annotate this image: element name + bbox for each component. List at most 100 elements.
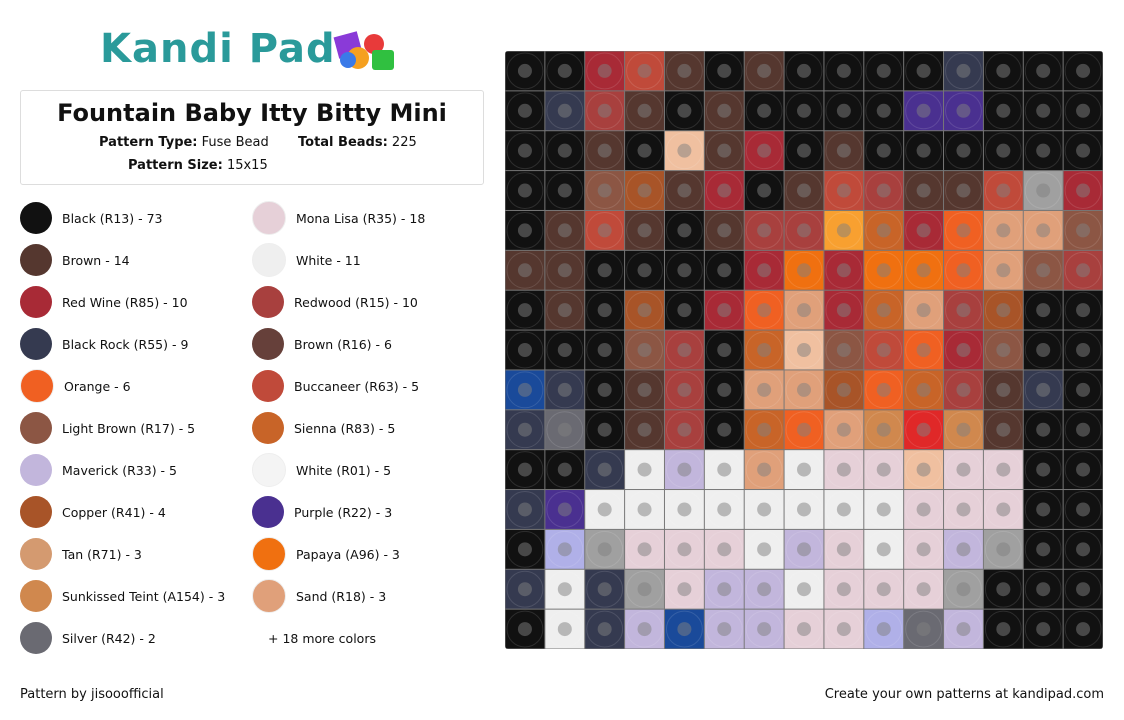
bead-hole bbox=[757, 263, 772, 278]
bead-hole bbox=[916, 223, 931, 238]
bead-hole bbox=[705, 211, 743, 249]
bead-hole bbox=[1024, 570, 1062, 608]
bead-hole bbox=[905, 411, 943, 449]
bead-hole bbox=[825, 172, 863, 209]
bead-hole bbox=[825, 331, 863, 369]
swatch bbox=[252, 370, 284, 402]
bead-hole bbox=[745, 570, 783, 608]
legend-label: Sand (R18) - 3 bbox=[296, 588, 387, 604]
swatch bbox=[20, 286, 52, 318]
bead-hole bbox=[757, 223, 772, 238]
bead-hole bbox=[626, 411, 663, 449]
bead-hole bbox=[1076, 183, 1091, 198]
bead-hole bbox=[517, 382, 532, 397]
legend-item: White - 11 bbox=[252, 243, 361, 277]
bead-hole bbox=[597, 343, 612, 357]
bead-hole bbox=[677, 343, 692, 357]
bead-hole bbox=[836, 382, 851, 397]
bead-hole bbox=[506, 52, 544, 90]
bead-hole bbox=[586, 530, 624, 568]
legend-label: Tan (R71) - 3 bbox=[62, 546, 142, 562]
bead-hole bbox=[916, 502, 931, 517]
bead-hole bbox=[905, 610, 943, 648]
bead-hole bbox=[916, 183, 931, 198]
bead-hole bbox=[637, 382, 652, 397]
bead-hole bbox=[506, 331, 544, 369]
bead-hole bbox=[905, 92, 943, 130]
bead-hole bbox=[517, 622, 532, 637]
bead-hole bbox=[637, 343, 652, 357]
bead-hole bbox=[797, 263, 811, 278]
bead-hole bbox=[677, 462, 692, 477]
bead-hole bbox=[546, 331, 584, 369]
bead-hole bbox=[517, 63, 532, 78]
bead-hole bbox=[626, 52, 663, 90]
swatch bbox=[20, 496, 52, 528]
logo-icon bbox=[333, 31, 394, 70]
bead-hole bbox=[1064, 172, 1102, 209]
bead-hole bbox=[876, 343, 891, 357]
bead-hole bbox=[1064, 331, 1102, 369]
bead-hole bbox=[665, 491, 703, 528]
bead-hole bbox=[785, 610, 823, 648]
bead-hole bbox=[945, 251, 982, 289]
legend-label: Red Wine (R85) - 10 bbox=[62, 294, 188, 310]
bead-hole bbox=[506, 610, 544, 648]
bead-hole bbox=[1064, 132, 1102, 170]
bead-hole bbox=[905, 211, 943, 249]
bead-hole bbox=[546, 52, 584, 90]
bead-hole bbox=[557, 422, 572, 437]
bead-hole bbox=[825, 211, 863, 249]
bead-hole bbox=[717, 502, 732, 517]
legend-label: Buccaneer (R63) - 5 bbox=[294, 378, 420, 394]
bead-hole bbox=[705, 172, 743, 209]
bead-hole bbox=[797, 542, 811, 557]
bead-hole bbox=[905, 530, 943, 568]
bead-hole bbox=[1036, 542, 1051, 557]
bead-hole bbox=[996, 622, 1011, 637]
bead-hole bbox=[506, 411, 544, 449]
bead-hole bbox=[586, 291, 624, 329]
bead-hole bbox=[757, 143, 772, 158]
bead-hole bbox=[785, 451, 823, 489]
bead-grid bbox=[505, 51, 1103, 649]
bead-hole bbox=[705, 52, 743, 90]
value: 15x15 bbox=[226, 158, 268, 173]
cta[interactable]: Create your own patterns at kandipad.com bbox=[824, 687, 1104, 702]
bead-hole bbox=[677, 223, 692, 238]
swatch bbox=[20, 538, 52, 570]
bead-hole bbox=[996, 223, 1011, 238]
bead-hole bbox=[586, 371, 624, 409]
bead-hole bbox=[785, 172, 823, 209]
bead-hole bbox=[1024, 610, 1062, 648]
legend-label: White - 11 bbox=[296, 252, 361, 268]
legend-label: Sienna (R83) - 5 bbox=[294, 420, 396, 436]
bead-hole bbox=[1036, 422, 1051, 437]
bead-hole bbox=[905, 491, 943, 528]
bead-hole bbox=[557, 303, 572, 318]
bead-hole bbox=[996, 263, 1011, 278]
more-colors[interactable]: + 18 more colors bbox=[268, 631, 376, 646]
bead-hole bbox=[1064, 371, 1102, 409]
bead-hole bbox=[945, 172, 982, 209]
bead-hole bbox=[785, 411, 823, 449]
bead-hole bbox=[797, 462, 811, 477]
bead-hole bbox=[984, 411, 1022, 449]
bead-hole bbox=[506, 211, 544, 249]
bead-hole bbox=[996, 502, 1011, 517]
bead-hole bbox=[1024, 92, 1062, 130]
bead-hole bbox=[996, 582, 1011, 597]
bead-hole bbox=[916, 462, 931, 477]
bead-hole bbox=[717, 622, 732, 637]
bead-hole bbox=[557, 542, 572, 557]
bead-hole bbox=[825, 371, 863, 409]
bead-hole bbox=[1064, 610, 1102, 648]
bead-hole bbox=[1036, 622, 1051, 637]
bead-hole bbox=[705, 411, 743, 449]
bead-hole bbox=[677, 183, 692, 198]
bead-hole bbox=[836, 303, 851, 318]
bead-hole bbox=[597, 502, 612, 517]
bead-hole bbox=[996, 183, 1011, 198]
bead-hole bbox=[945, 211, 982, 249]
